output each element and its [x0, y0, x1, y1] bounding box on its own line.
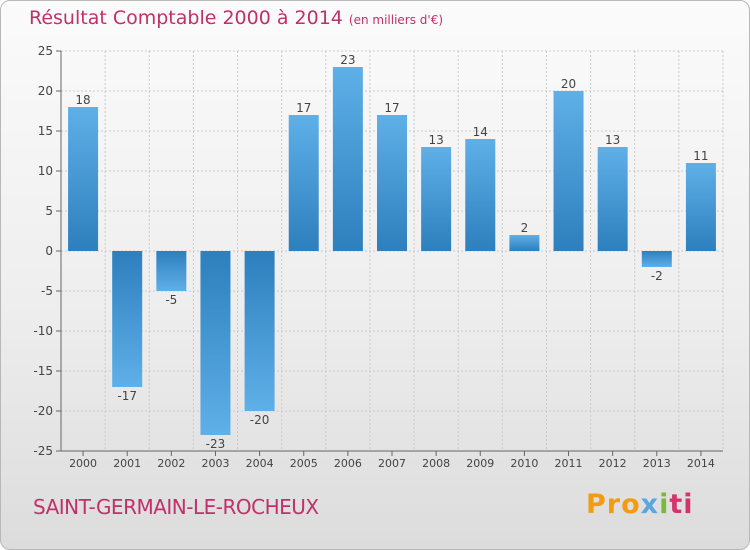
bar-2010	[509, 235, 540, 251]
chart-title: Résultat Comptable 2000 à 2014 (en millie…	[29, 7, 443, 29]
bars	[68, 67, 716, 435]
bar-2012	[597, 147, 628, 251]
y-tick-label: -15	[33, 364, 53, 378]
data-labels: 18 -17 -5 -23 -20 17 23 17 13 14 2 20 13 -2 11	[75, 53, 708, 451]
data-label-2010: 2	[521, 221, 529, 235]
y-tick-label: -20	[33, 404, 53, 418]
x-tick-label-2012: 2012	[599, 457, 627, 470]
x-tick-label-2003: 2003	[201, 457, 229, 470]
x-tick-label-2009: 2009	[466, 457, 494, 470]
data-label-2006: 23	[340, 53, 355, 67]
data-label-2001: -17	[117, 389, 137, 403]
grid-lines	[60, 50, 724, 452]
data-label-2002: -5	[165, 293, 177, 307]
data-label-2014: 11	[693, 149, 708, 163]
x-tick-label-2014: 2014	[687, 457, 715, 470]
bar-2002	[156, 251, 187, 291]
data-label-2007: 17	[384, 101, 399, 115]
x-tick-label-2000: 2000	[69, 457, 97, 470]
title-subtitle: (en milliers d'€)	[348, 13, 444, 27]
data-label-2005: 17	[296, 101, 311, 115]
bar-2000	[68, 107, 99, 251]
data-label-2013: -2	[651, 269, 663, 283]
y-tick-label: 25	[38, 44, 53, 58]
y-tick-label: 15	[38, 124, 53, 138]
x-tick-label-2010: 2010	[510, 457, 538, 470]
y-tick-label: 0	[45, 244, 53, 258]
data-label-2008: 13	[428, 133, 443, 147]
bar-2004	[244, 251, 275, 411]
axes: -25 -20 -15 -10 -5 0 5 10 15 20 25 2000 2001 2002 2003…	[33, 44, 723, 470]
data-label-2004: -20	[250, 413, 270, 427]
x-tick-label-2002: 2002	[157, 457, 185, 470]
bar-2006	[332, 67, 363, 251]
bar-2014	[685, 163, 716, 251]
x-tick-label-2006: 2006	[334, 457, 362, 470]
x-tick-label-2011: 2011	[555, 457, 583, 470]
bar-2013	[641, 251, 672, 267]
proxiti-logo: Proxiti	[586, 489, 694, 520]
y-tick-label: -10	[33, 324, 53, 338]
x-tick-label-2007: 2007	[378, 457, 406, 470]
x-tick-label-2013: 2013	[643, 457, 671, 470]
x-tick-label-2005: 2005	[290, 457, 318, 470]
bar-2007	[377, 115, 407, 251]
bar-2005	[288, 115, 319, 251]
y-tick-label: 10	[38, 164, 53, 178]
x-tick-label-2008: 2008	[422, 457, 450, 470]
bar-2011	[553, 91, 584, 251]
bar-2003	[200, 251, 231, 435]
y-tick-label: 5	[45, 204, 53, 218]
y-tick-label: -5	[41, 284, 53, 298]
data-label-2011: 20	[561, 77, 576, 91]
bar-2009	[465, 139, 496, 251]
commune-name: SAINT-GERMAIN-LE-ROCHEUX	[33, 495, 319, 519]
y-tick-label: -25	[33, 444, 53, 458]
y-tick-label: 20	[38, 84, 53, 98]
data-label-2003: -23	[206, 437, 226, 451]
data-label-2012: 13	[605, 133, 620, 147]
x-tick-label-2001: 2001	[113, 457, 141, 470]
title-main: Résultat Comptable 2000 à 2014	[29, 7, 343, 29]
data-label-2000: 18	[75, 93, 90, 107]
bar-2001	[112, 251, 143, 387]
data-label-2009: 14	[473, 125, 488, 139]
x-tick-label-2004: 2004	[246, 457, 274, 470]
bar-2008	[421, 147, 452, 251]
